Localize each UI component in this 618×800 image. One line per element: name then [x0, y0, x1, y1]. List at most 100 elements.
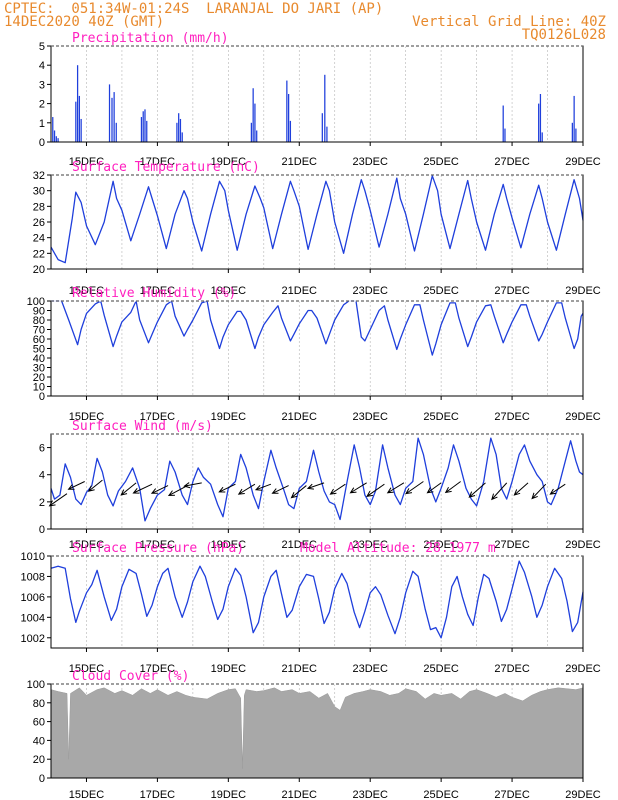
y-tick-label: 60	[33, 717, 45, 729]
y-tick-label: 40	[33, 353, 45, 365]
x-tick-label: 21DEC	[282, 539, 318, 551]
x-tick-label: 21DEC	[282, 156, 318, 168]
plot-frame	[50, 174, 584, 270]
wind-arrow	[366, 483, 385, 497]
x-tick-label: 17DEC	[140, 285, 176, 297]
panel-1: 20 22 24 26 28 30 32 15DEC 17DEC 19DEC 21DEC 23DEC 2…	[33, 160, 601, 297]
y-tick-label: 90	[33, 306, 45, 318]
panel-title: Surface Temperature (nC)	[72, 160, 260, 175]
wind-arrow	[426, 482, 442, 494]
y-tick-label: 1008	[21, 571, 45, 583]
precip-bar	[178, 113, 180, 142]
y-tick-label: 70	[33, 325, 45, 337]
panel-title: Surface Wind (m/s)	[72, 419, 213, 434]
panel-title: Cloud Cover (%)	[72, 669, 189, 684]
header-datetime: 14DEC2020 40Z (GMT)	[4, 14, 165, 30]
x-tick-label: 23DEC	[352, 539, 388, 551]
x-tick-label: 19DEC	[211, 539, 247, 551]
y-tick-label: 100	[27, 679, 45, 691]
x-tick-label: 29DEC	[565, 411, 601, 423]
precip-bar	[571, 122, 573, 142]
wind-arrow	[67, 481, 85, 490]
precip-bar	[75, 101, 77, 142]
y-tick-label: 30	[33, 186, 45, 198]
wind-arrow	[349, 482, 367, 494]
x-tick-label: 29DEC	[565, 789, 601, 800]
wind-arrow	[183, 482, 202, 489]
x-tick-label: 19DEC	[211, 285, 247, 297]
precip-bar	[256, 130, 258, 142]
x-tick-label: 27DEC	[494, 663, 530, 675]
x-tick-label: 25DEC	[423, 285, 459, 297]
wind-arrow	[271, 485, 289, 494]
wind-arrow	[513, 482, 529, 496]
y-tick-label: 4	[39, 470, 45, 482]
precip-bar	[144, 109, 146, 142]
series-line-4	[50, 560, 584, 639]
precip-bar	[573, 95, 575, 142]
header-model-code: TQ0126L028	[521, 27, 606, 43]
x-tick-label: 15DEC	[69, 411, 105, 423]
x-tick-label: 23DEC	[352, 156, 388, 168]
wind-arrow	[549, 483, 566, 495]
precip-bar	[76, 65, 79, 142]
x-tick-label: 25DEC	[423, 411, 459, 423]
precip-bar	[108, 84, 111, 142]
wind-arrow	[132, 483, 153, 494]
y-tick-label: 0	[39, 773, 45, 785]
precip-bar	[52, 117, 54, 142]
x-tick-label: 15DEC	[69, 663, 105, 675]
wind-arrow	[386, 482, 405, 494]
y-tick-label: 3	[39, 79, 45, 91]
y-tick-label: 22	[33, 248, 45, 260]
y-tick-label: 50	[33, 344, 45, 356]
y-tick-label: 10	[33, 382, 45, 394]
precip-bar	[539, 94, 542, 142]
panel-title: Relative Humidity (%)	[72, 286, 236, 301]
precip-bar	[502, 105, 504, 142]
x-tick-label: 23DEC	[352, 411, 388, 423]
panel-0: 0 1 2 3 4 5 15DEC 17DEC 19DEC 21DEC 23DEC 25DEC 27DE…	[39, 31, 601, 168]
panel-title: Precipitation (mm/h)	[72, 31, 229, 46]
y-tick-label: 2	[39, 497, 45, 509]
wind-arrow	[491, 482, 508, 501]
wind-arrow	[150, 485, 169, 494]
y-tick-label: 80	[33, 315, 45, 327]
y-tick-label: 80	[33, 698, 45, 710]
wind-arrow	[237, 483, 256, 495]
panel-3: 0 2 4 6 15DEC 17DEC 19DEC 21DEC 23DEC 25DEC 27DEC 2…	[39, 419, 601, 551]
x-tick-label: 27DEC	[494, 539, 530, 551]
x-tick-label: 19DEC	[211, 663, 247, 675]
wind-arrow	[468, 482, 486, 498]
x-tick-label: 15DEC	[69, 539, 105, 551]
x-tick-label: 21DEC	[282, 285, 318, 297]
y-tick-label: 20	[33, 264, 45, 276]
x-tick-label: 17DEC	[140, 411, 176, 423]
wind-arrow	[329, 483, 346, 495]
y-tick-label: 32	[33, 170, 45, 182]
x-tick-label: 19DEC	[211, 789, 247, 800]
y-tick-label: 30	[33, 363, 45, 375]
x-tick-label: 27DEC	[494, 156, 530, 168]
precip-bar	[140, 117, 143, 142]
header-grid-line-info: Vertical Grid Line: 40Z	[412, 14, 606, 30]
wind-arrow	[120, 482, 137, 496]
y-tick-label: 60	[33, 334, 45, 346]
y-tick-label: 1006	[21, 592, 45, 604]
y-tick-label: 6	[39, 443, 45, 455]
precip-bar	[252, 88, 254, 142]
x-tick-label: 29DEC	[565, 663, 601, 675]
x-tick-label: 29DEC	[565, 539, 601, 551]
panel-4: 1002 1004 1006 1008 1010 15DEC 17DEC 19DEC 21DEC…	[21, 541, 601, 675]
precip-bar	[181, 132, 183, 142]
precip-bar	[538, 103, 540, 142]
y-tick-label: 2	[39, 99, 45, 111]
x-tick-label: 17DEC	[140, 663, 176, 675]
x-tick-label: 19DEC	[211, 411, 247, 423]
precip-bar	[324, 74, 326, 142]
cloud-cover-area	[50, 687, 584, 779]
x-tick-label: 25DEC	[423, 539, 459, 551]
x-tick-label: 27DEC	[494, 285, 530, 297]
x-tick-label: 17DEC	[140, 156, 176, 168]
